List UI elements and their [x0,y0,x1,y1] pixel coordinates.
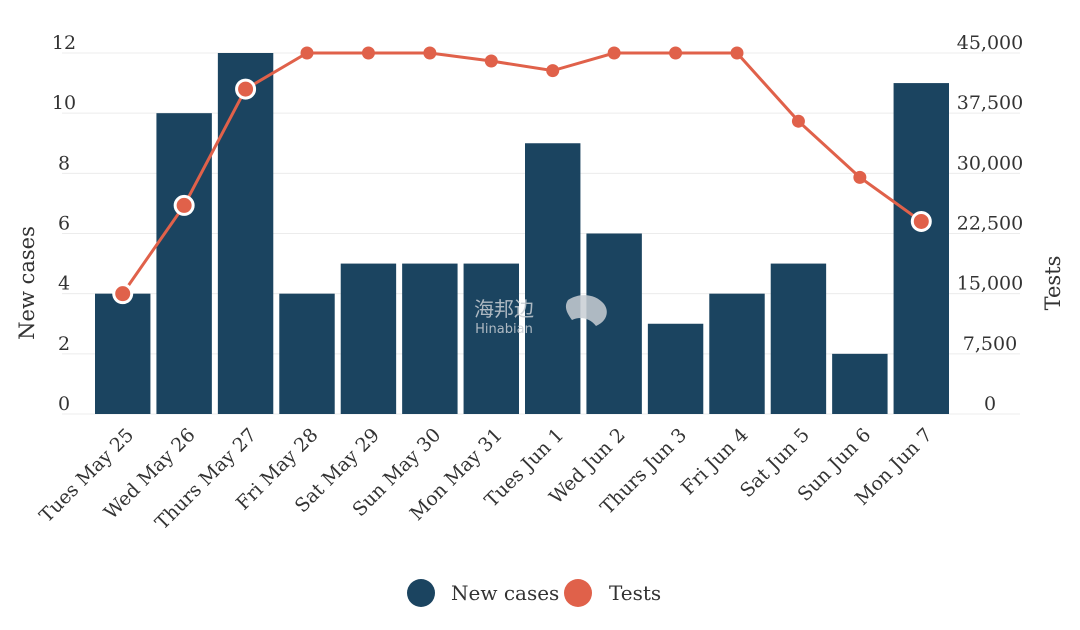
right-axis-title: Tests [1041,256,1065,311]
legend-item-tests[interactable]: Tests [564,579,661,607]
tests-point[interactable] [730,46,744,60]
tests-point[interactable] [484,54,498,68]
legend: New cases Tests [407,579,661,607]
bar[interactable] [770,263,827,414]
tests-point[interactable] [423,46,437,60]
right-axis-ticks: 0 7,500 15,000 22,500 30,000 37,500 45,000 [957,32,1023,415]
legend-swatch-tests [564,579,592,607]
right-tick-label: 45,000 [957,32,1023,54]
bar-series-new-cases [95,53,949,415]
left-tick-label: 4 [58,273,70,295]
bar[interactable] [893,83,949,414]
legend-item-new-cases[interactable]: New cases [407,579,559,607]
left-tick-label: 12 [52,32,76,54]
bar[interactable] [402,263,458,414]
bar[interactable] [463,263,519,414]
bar[interactable] [647,323,704,414]
tests-point[interactable] [300,46,314,60]
legend-label-tests: Tests [609,581,661,605]
right-tick-label: 37,500 [957,92,1023,114]
right-tick-label: 0 [984,393,996,415]
tests-point[interactable] [607,46,621,60]
tests-line [121,51,923,295]
right-tick-label: 30,000 [957,152,1023,174]
left-axis-ticks: 0 2 4 6 8 10 12 [52,32,76,415]
left-tick-label: 6 [58,213,70,235]
bar[interactable] [340,263,397,414]
tests-point[interactable] [546,64,560,78]
watermark: 海邦边 Hinabian [474,295,607,337]
tests-points [112,46,932,305]
left-axis-title: New cases [15,226,39,340]
legend-swatch-new-cases [407,579,435,607]
tests-point[interactable] [669,46,683,60]
bar[interactable] [279,293,335,414]
watermark-text-en: Hinabian [475,322,533,337]
tests-point[interactable] [910,210,932,232]
bar[interactable] [832,353,888,414]
line-series-tests [121,51,923,295]
tests-point[interactable] [112,283,134,305]
tests-point[interactable] [853,170,867,184]
tests-point[interactable] [173,194,195,216]
tests-point[interactable] [235,78,257,100]
watermark-bird-icon [565,295,607,326]
bar[interactable] [525,143,581,414]
tests-point[interactable] [361,46,375,60]
left-tick-label: 2 [58,333,70,355]
right-tick-label: 7,500 [963,333,1017,355]
bar[interactable] [95,293,151,414]
bar[interactable] [156,113,212,415]
bar[interactable] [217,53,274,414]
left-tick-label: 10 [52,92,76,114]
tests-point[interactable] [791,114,805,128]
left-tick-label: 8 [58,152,70,174]
bar[interactable] [709,293,765,414]
watermark-text-cn: 海邦边 [474,297,534,321]
right-tick-label: 15,000 [957,273,1023,295]
right-tick-label: 22,500 [957,213,1023,235]
legend-label-new-cases: New cases [451,581,559,605]
left-tick-label: 0 [58,393,70,415]
